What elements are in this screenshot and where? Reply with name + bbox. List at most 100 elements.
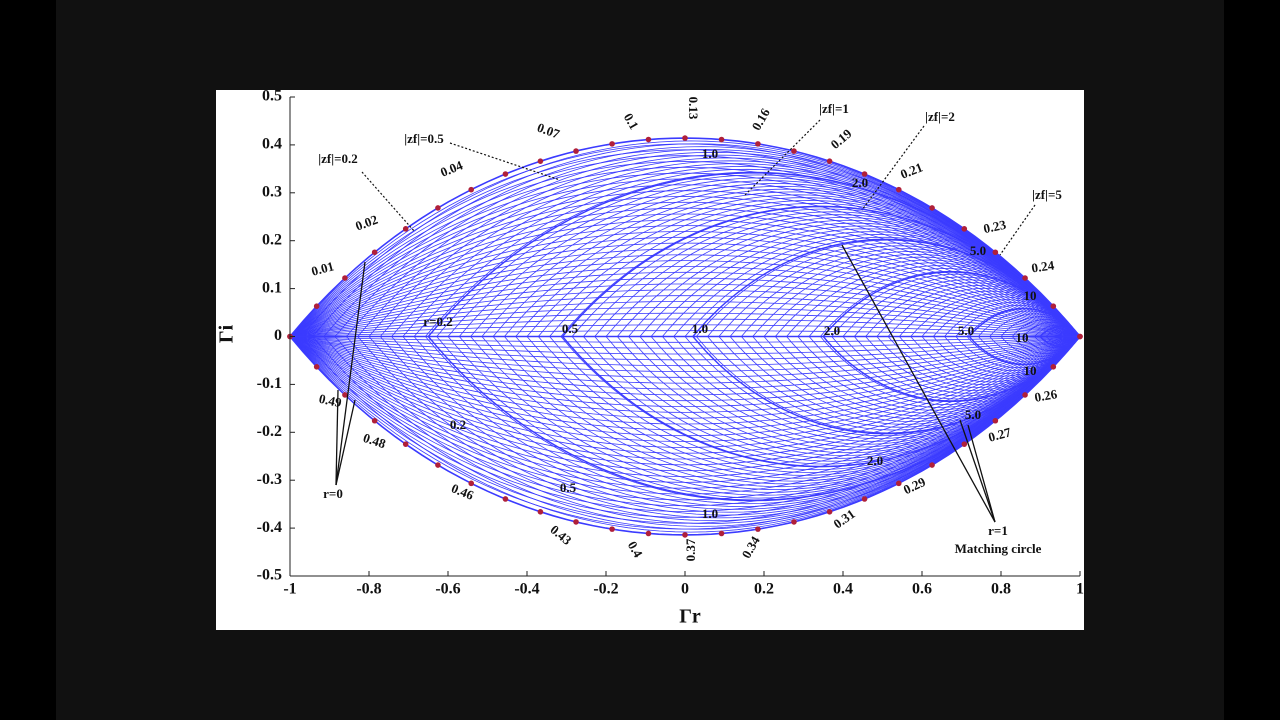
boundary-dot (895, 480, 902, 487)
leader-dotted (744, 119, 821, 196)
r-labels: r=0.2 (423, 314, 452, 329)
x-tick-label: 0.8 (991, 581, 1011, 598)
wavelength: 0.27 (987, 424, 1013, 445)
boundary-dot (609, 526, 615, 532)
boundary-dot (537, 158, 544, 164)
x-tick-label: 0.4 (833, 581, 853, 598)
y-tick-label: -0.5 (257, 567, 282, 584)
grid-curve (289, 336, 1081, 361)
wavelength: 0.48 (361, 430, 388, 451)
boundary-dot (573, 519, 579, 525)
grid-curve (628, 222, 1081, 337)
boundary-dot (537, 509, 544, 515)
x-tick-label: -1 (283, 581, 296, 598)
grid-curve (289, 207, 1081, 337)
boundary-dot (861, 171, 868, 177)
grid-curve (289, 336, 1081, 413)
x-tick-label: -0.4 (514, 581, 539, 598)
boundary-dot (929, 205, 935, 211)
grid-curve (797, 265, 1081, 337)
zf-labels: |zf|=2 (925, 109, 955, 124)
grid-curve (289, 336, 1081, 466)
x-labels-bottom: 0.5 (560, 480, 577, 495)
boundary-dot (961, 441, 968, 447)
grid-curve (822, 271, 1081, 337)
wavelength: 0.4 (625, 538, 646, 560)
x-labels-bottom: 0.2 (450, 417, 466, 432)
boundary-dot (502, 496, 509, 502)
boundary-dot (573, 148, 579, 154)
y-tick-label: 0.4 (262, 136, 282, 153)
x-tick-label: 0.2 (754, 581, 774, 598)
r-labels: 1.0 (692, 321, 708, 336)
boundary-dot (791, 519, 797, 525)
boundary-dot (682, 135, 688, 141)
grid-curve (289, 336, 1081, 355)
grid-curve (289, 312, 1081, 337)
grid-curve (662, 231, 1081, 337)
grid-curve (289, 260, 1081, 337)
grid-curve (323, 336, 1081, 527)
grid-curve (692, 238, 1081, 337)
boundary-dot (402, 441, 409, 447)
boundary-dot (468, 480, 475, 487)
grid-curve (289, 254, 1081, 337)
grid-curve (289, 336, 1081, 518)
x-tick-label: -0.8 (356, 581, 381, 598)
grid-curve (289, 190, 1081, 337)
grid-curve (289, 336, 1081, 530)
grid-curve (427, 336, 1081, 501)
boundary-dot (718, 136, 725, 143)
grid-curve (561, 205, 1081, 337)
r-labels: 0.5 (562, 321, 579, 336)
leader-dotted (449, 142, 561, 181)
boundary-dot (502, 171, 509, 177)
boundary-dot (755, 141, 761, 147)
grid-curve (289, 306, 1081, 337)
grid-curve (289, 236, 1081, 337)
matching-label: Matching circle (955, 541, 1042, 556)
y-tick-label: 0.3 (262, 183, 282, 200)
x-labels-bottom: 5.0 (965, 407, 981, 422)
grid-curve (289, 336, 1081, 501)
y-tick-label: 0.5 (262, 88, 282, 105)
zf-labels: |zf|=0.5 (404, 131, 444, 146)
grid-curve (797, 336, 1081, 408)
grid-curve (899, 290, 1081, 337)
x-labels-bottom: 10 (1024, 363, 1037, 378)
grid-curve (289, 330, 1081, 337)
grid-curve (616, 219, 1081, 337)
grid-curve (289, 336, 1081, 448)
boundary-dot (755, 526, 761, 532)
grid-curve (289, 219, 1081, 337)
boundary-dot (1050, 303, 1057, 309)
x-axis-label: Γr (679, 606, 701, 628)
zf-labels: |zf|=0.2 (318, 151, 357, 166)
leader-dotted (361, 171, 416, 233)
boundary-dot (371, 417, 378, 424)
r-labels: 10 (1016, 330, 1029, 345)
grid-curve (561, 336, 1081, 468)
grid-curve (1039, 336, 1081, 348)
boundary-dot (992, 417, 999, 424)
grid-curve (289, 155, 1081, 337)
x-tick-label: 0 (681, 581, 689, 598)
x-labels-bottom: 1.0 (702, 506, 718, 521)
x-labels-top: 10 (1024, 288, 1037, 303)
grid-curve (899, 336, 1081, 383)
grid-curve (334, 336, 1081, 525)
r0-label: r=0 (323, 486, 343, 501)
grid-curve (289, 336, 1081, 367)
boundary-dot (468, 186, 475, 193)
boundary-dot (791, 148, 797, 154)
grid-curve (334, 148, 1081, 337)
grid-curve (968, 308, 1081, 337)
grid-curve (289, 336, 1081, 372)
grid-curve (289, 283, 1081, 337)
grid-curve (289, 289, 1081, 337)
x-labels-top: 5.0 (970, 243, 986, 258)
boundary-dot (718, 530, 725, 537)
grid-curve (289, 248, 1081, 337)
y-tick-label: 0 (274, 327, 282, 344)
y-tick-label: -0.4 (257, 519, 282, 536)
